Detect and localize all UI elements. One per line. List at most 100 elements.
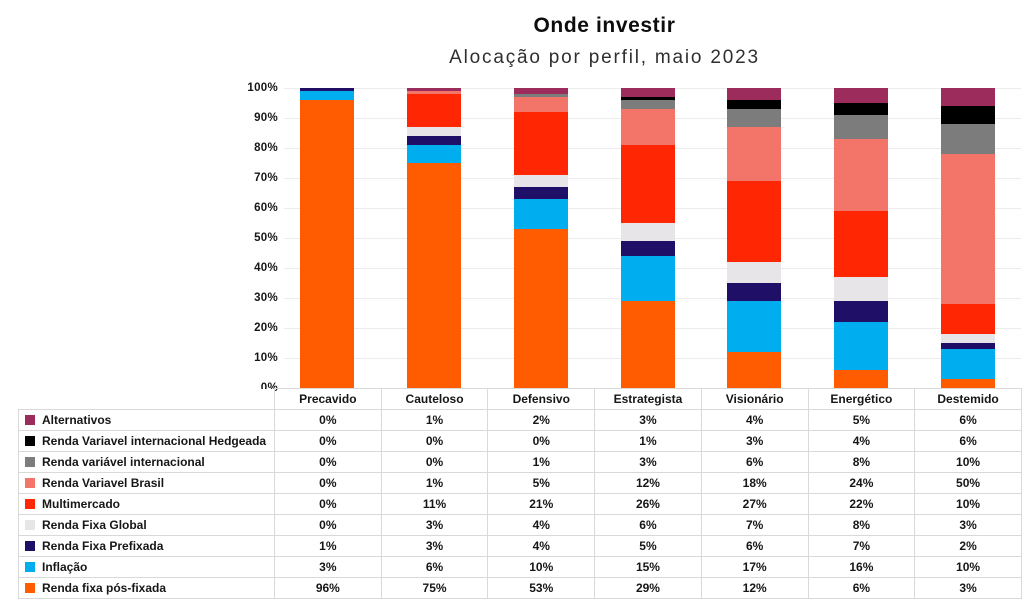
chart-title: Onde investir — [533, 14, 676, 37]
table-cell: 96% — [274, 577, 382, 599]
bar-segment — [833, 322, 888, 370]
bar-segment — [940, 88, 995, 106]
table-cell: 5% — [594, 535, 702, 557]
table-cell: 26% — [594, 493, 702, 515]
bar-segment — [407, 127, 462, 136]
y-axis-tick-label: 100% — [247, 82, 278, 94]
column-header-Defensivo: Defensivo — [487, 388, 596, 410]
column-header-Destemido: Destemido — [914, 388, 1022, 410]
bar-segment — [940, 334, 995, 343]
table-cell: 0% — [380, 430, 489, 452]
table-cell: 10% — [914, 451, 1022, 473]
bar-Estrategista — [620, 88, 675, 388]
table-corner-cell — [18, 388, 275, 410]
table-cell: 0% — [274, 514, 382, 536]
bar-segment — [513, 229, 568, 388]
bar-segment — [513, 187, 568, 199]
table-cell: 0% — [274, 472, 382, 494]
table-cell: 3% — [700, 430, 809, 452]
bar-segment — [727, 352, 782, 388]
legend-label: Renda Variavel internacional Hedgeada — [42, 434, 267, 448]
legend-label: Renda variável internacional — [42, 455, 205, 469]
table-cell: 5% — [487, 472, 596, 494]
bar-segment — [300, 100, 355, 388]
bar-segment — [833, 115, 888, 139]
table-cell: 6% — [700, 535, 809, 557]
legend-label: Renda Fixa Global — [42, 518, 147, 532]
legend-item: Renda fixa pós-fixada — [18, 577, 275, 599]
table-cell: 8% — [807, 514, 916, 536]
bar-Destemido — [940, 88, 995, 388]
bar-segment — [513, 199, 568, 229]
bar-segment — [833, 139, 888, 211]
legend-label: Renda fixa pós-fixada — [42, 581, 167, 595]
bar-segment — [833, 88, 888, 103]
bar-segment — [940, 106, 995, 124]
table-cell: 0% — [274, 451, 382, 473]
table-cell: 10% — [487, 556, 596, 578]
bar-segment — [727, 109, 782, 127]
table-cell: 3% — [380, 535, 489, 557]
table-cell: 12% — [700, 577, 809, 599]
y-axis-tick-label: 40% — [254, 262, 278, 274]
table-cell: 53% — [487, 577, 596, 599]
bar-segment — [407, 88, 462, 91]
table-row: Renda Variavel internacional Hedgeada 0% 0… — [18, 430, 1022, 452]
y-axis-tick-label: 30% — [254, 292, 278, 304]
bar-segment — [620, 223, 675, 241]
y-axis-tick-label: 60% — [254, 202, 278, 214]
bar-segment — [727, 283, 782, 301]
table-cell: 2% — [487, 409, 596, 431]
table-cell: 10% — [914, 556, 1022, 578]
bar-segment — [407, 94, 462, 127]
table-cell: 1% — [274, 535, 382, 557]
table-cell: 24% — [807, 472, 916, 494]
bar-segment — [727, 88, 782, 100]
y-axis-tick-label: 90% — [254, 112, 278, 124]
table-cell: 3% — [914, 514, 1022, 536]
bar-segment — [940, 304, 995, 334]
legend-label: Renda Fixa Prefixada — [42, 539, 164, 553]
table-row: Renda fixa pós-fixada 96% 75% 53% 29% 12% 6% 3% — [18, 577, 1022, 599]
column-header-Estrategista: Estrategista — [594, 388, 702, 410]
bar-Defensivo — [513, 88, 568, 388]
table-cell: 50% — [914, 472, 1022, 494]
bar-segment — [513, 88, 568, 94]
bar-segment — [513, 112, 568, 175]
bar-segment — [620, 241, 675, 256]
table-cell: 4% — [487, 535, 596, 557]
table-cell: 3% — [594, 451, 702, 473]
bar-segment — [300, 91, 355, 100]
bar-segment — [620, 145, 675, 223]
table-row: Alternativos 0% 1% 2% 3% 4% 5% 6% — [18, 409, 1022, 431]
legend-label: Multimercado — [42, 497, 121, 511]
bar-segment — [407, 136, 462, 145]
table-row: Renda Fixa Global 0% 3% 4% 6% 7% 8% 3% — [18, 514, 1022, 536]
table-cell: 6% — [380, 556, 489, 578]
bar-segment — [407, 91, 462, 94]
legend-swatch-icon — [25, 415, 35, 425]
bar-segment — [833, 211, 888, 277]
bar-Precavido — [300, 88, 355, 388]
table-body: Alternativos 0% 1% 2% 3% 4% 5% 6% Renda Variavel… — [18, 409, 1022, 599]
bar-segment — [940, 349, 995, 379]
bar-segment — [513, 97, 568, 112]
legend-swatch-icon — [25, 457, 35, 467]
table-cell: 5% — [807, 409, 916, 431]
y-axis-tick-label: 70% — [254, 172, 278, 184]
bar-segment — [620, 256, 675, 301]
table-header-row: Precavido Cauteloso Defensivo Estrategista V… — [18, 388, 1022, 410]
legend-swatch-icon — [25, 583, 35, 593]
table-cell: 3% — [594, 409, 702, 431]
legend-item: Renda variável internacional — [18, 451, 275, 473]
bar-segment — [727, 181, 782, 262]
legend-swatch-icon — [25, 499, 35, 509]
bar-segment — [407, 163, 462, 388]
data-table: Precavido Cauteloso Defensivo Estrategista V… — [18, 388, 1022, 599]
table-row: Multimercado 0% 11% 21% 26% 27% 22% 10% — [18, 493, 1022, 515]
table-cell: 1% — [594, 430, 702, 452]
table-cell: 12% — [594, 472, 702, 494]
table-cell: 29% — [594, 577, 702, 599]
bar-segment — [620, 109, 675, 145]
table-row: Inflação 3% 6% 10% 15% 17% 16% 10% — [18, 556, 1022, 578]
